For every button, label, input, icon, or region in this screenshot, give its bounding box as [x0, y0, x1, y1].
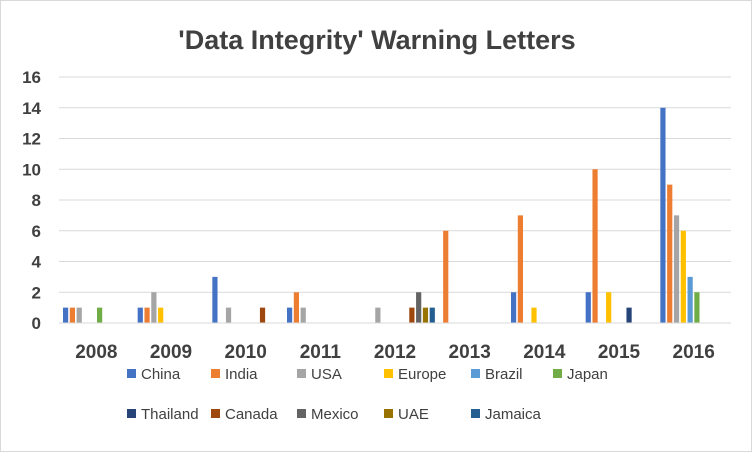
- legend-item-europe: Europe: [384, 366, 446, 383]
- legend-label: USA: [311, 366, 342, 383]
- legend: China India USA Europe Brazil Japan Thailand Ca…: [127, 366, 608, 423]
- chart-title: 'Data Integrity' Warning Letters: [178, 25, 575, 55]
- bar-china-2016: [660, 107, 666, 323]
- bar-india-2009: [144, 307, 150, 323]
- legend-item-jamaica: Jamaica: [471, 406, 542, 423]
- legend-item-japan: Japan: [553, 366, 608, 383]
- legend-swatch: [127, 369, 136, 378]
- legend-item-thailand: Thailand: [127, 406, 199, 423]
- legend-label: China: [141, 366, 181, 383]
- bar-europe-2014: [531, 307, 537, 323]
- x-axis: 2008 2009 2010 2011 2012 2013 2014 2015 2016: [59, 322, 731, 363]
- legend-label: Japan: [567, 366, 608, 383]
- legend-label: Thailand: [141, 406, 199, 423]
- legend-swatch: [384, 409, 393, 418]
- legend-label: Brazil: [485, 366, 523, 383]
- legend-item-brazil: Brazil: [471, 366, 523, 383]
- x-tick-label: 2010: [225, 342, 267, 363]
- bar-jamaica-2012: [429, 307, 435, 323]
- legend-item-uae: UAE: [384, 406, 429, 423]
- y-tick-label: 2: [32, 283, 41, 302]
- bar-india-2013: [443, 230, 449, 323]
- legend-swatch: [297, 369, 306, 378]
- bar-europe-2015: [606, 292, 612, 323]
- legend-swatch: [553, 369, 562, 378]
- bar-europe-2009: [158, 307, 164, 323]
- bar-brazil-2016: [687, 276, 693, 323]
- bar-india-2008: [69, 307, 75, 323]
- bars: [63, 107, 700, 323]
- x-tick-label: 2013: [449, 342, 491, 363]
- y-tick-label: 14: [22, 99, 41, 118]
- bar-mexico-2012: [416, 292, 422, 323]
- y-tick-label: 10: [22, 160, 41, 179]
- legend-item-canada: Canada: [211, 406, 278, 423]
- gridlines: [59, 76, 731, 324]
- x-tick-label: 2016: [673, 342, 715, 363]
- bar-canada-2010: [259, 307, 266, 323]
- x-tick-label: 2012: [374, 342, 416, 363]
- bar-india-2014: [517, 215, 523, 323]
- bar-usa-2011: [300, 307, 306, 323]
- x-tick-label: 2015: [598, 342, 641, 363]
- bar-usa-2016: [673, 215, 680, 323]
- legend-label: India: [225, 366, 258, 383]
- legend-label: Canada: [225, 406, 278, 423]
- legend-item-usa: USA: [297, 366, 342, 383]
- legend-label: Mexico: [311, 406, 359, 423]
- y-tick-label: 4: [32, 253, 42, 272]
- legend-label: UAE: [398, 406, 429, 423]
- bar-usa-2010: [225, 307, 232, 323]
- y-tick-label: 12: [22, 130, 41, 149]
- bar-thailand-2015: [626, 307, 632, 323]
- bar-china-2010: [212, 276, 218, 323]
- y-axis: 0 2 4 6 8 10 12 14 16: [22, 68, 41, 333]
- legend-swatch: [471, 369, 480, 378]
- y-tick-label: 6: [32, 222, 41, 241]
- bar-japan-2008: [97, 307, 103, 323]
- bar-canada-2012: [409, 307, 415, 323]
- bar-china-2011: [287, 307, 293, 323]
- bar-usa-2009: [151, 292, 157, 323]
- legend-swatch: [211, 369, 220, 378]
- bar-usa-2008: [76, 307, 82, 323]
- legend-label: Jamaica: [485, 406, 542, 423]
- x-tick-label: 2008: [75, 342, 117, 363]
- legend-label: Europe: [398, 366, 446, 383]
- bar-china-2008: [63, 307, 69, 323]
- y-tick-label: 8: [32, 191, 41, 210]
- bar-india-2011: [293, 292, 299, 323]
- legend-swatch: [471, 409, 480, 418]
- bar-europe-2016: [680, 230, 686, 323]
- y-tick-label: 16: [22, 68, 41, 87]
- y-tick-label: 0: [32, 314, 41, 333]
- x-tick-label: 2011: [300, 342, 342, 363]
- x-tick-label: 2009: [150, 342, 192, 363]
- legend-item-mexico: Mexico: [297, 406, 359, 423]
- legend-swatch: [211, 409, 220, 418]
- bar-india-2015: [592, 169, 598, 323]
- bar-uae-2012: [422, 307, 429, 323]
- x-tick-label: 2014: [523, 342, 566, 363]
- bar-india-2016: [667, 184, 673, 323]
- bar-japan-2016: [694, 292, 700, 323]
- legend-item-india: India: [211, 366, 258, 383]
- bar-china-2015: [585, 292, 591, 323]
- bar-china-2014: [511, 292, 517, 323]
- legend-swatch: [297, 409, 306, 418]
- bar-china-2009: [137, 307, 143, 323]
- legend-swatch: [127, 409, 136, 418]
- bar-usa-2012: [375, 307, 381, 323]
- legend-swatch: [384, 369, 393, 378]
- legend-item-china: China: [127, 366, 181, 383]
